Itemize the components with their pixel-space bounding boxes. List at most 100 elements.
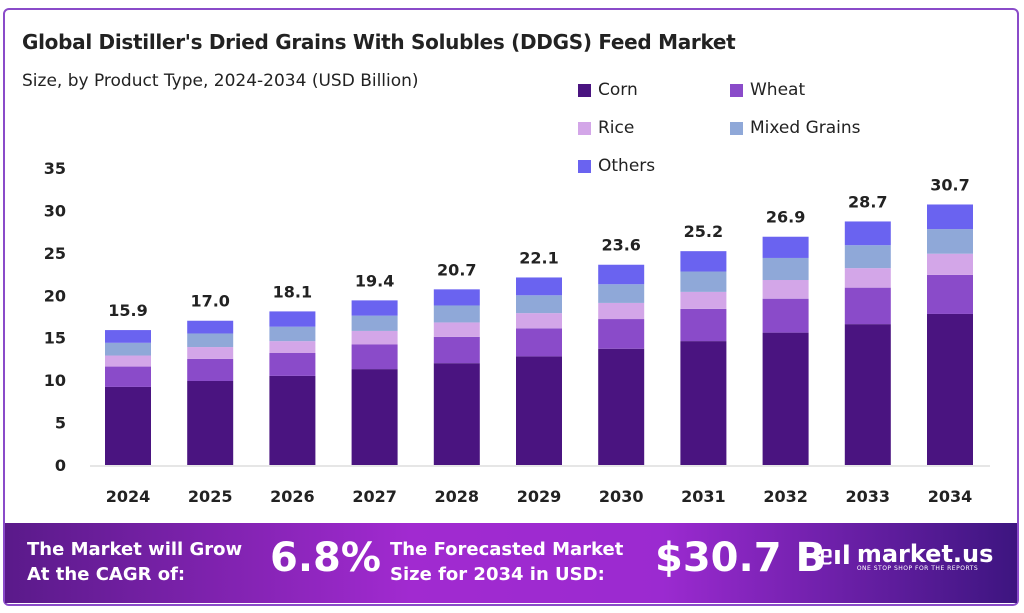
bar-segment-mixed-grains-2033 (844, 245, 891, 269)
summary-banner: The Market will Grow At the CAGR of: 6.8%… (5, 523, 1017, 603)
bar-segment-wheat-2031 (680, 308, 727, 342)
bar-segment-mixed-grains-2024 (105, 342, 151, 356)
x-tick-label: 2034 (928, 487, 973, 506)
bar-segment-corn-2032 (762, 332, 809, 465)
legend-label: Others (598, 156, 656, 176)
bar-segment-wheat-2030 (598, 319, 645, 349)
legend-label: Mixed Grains (750, 118, 861, 138)
bar-segment-rice-2034 (927, 253, 973, 275)
bar-segment-mixed-grains-2025 (187, 333, 234, 348)
total-label: 19.4 (355, 271, 394, 290)
legend-label: Corn (598, 80, 638, 100)
forecast-value: $30.7 B (655, 535, 826, 581)
bar-segment-wheat-2027 (351, 344, 398, 370)
bar-segment-corn-2029 (516, 356, 562, 465)
bar-segment-mixed-grains-2034 (927, 229, 973, 254)
x-tick-label: 2029 (517, 487, 562, 506)
bar-segment-wheat-2025 (187, 358, 234, 381)
legend-swatch (730, 83, 743, 97)
bar-segment-others-2028 (433, 289, 480, 306)
bar-segment-others-2029 (516, 277, 562, 296)
bar-segment-others-2024 (105, 330, 151, 343)
legend-swatch (578, 83, 591, 97)
bar-segment-corn-2026 (269, 375, 316, 465)
x-tick-label: 2027 (352, 487, 397, 506)
y-tick-label: 5 (55, 414, 66, 433)
y-tick-label: 25 (44, 244, 66, 263)
bar-segment-rice-2032 (762, 280, 809, 299)
legend-swatch (578, 159, 591, 173)
bar-segment-wheat-2028 (433, 336, 480, 364)
x-tick-label: 2033 (846, 487, 891, 506)
bar-segment-others-2033 (844, 221, 891, 246)
bar-segment-others-2034 (927, 204, 973, 230)
bar-segment-others-2025 (187, 320, 234, 334)
bar-segment-mixed-grains-2028 (433, 305, 480, 323)
x-tick-label: 2032 (763, 487, 808, 506)
logo-icon: ᥱıl (820, 540, 851, 571)
bar-segment-rice-2026 (269, 341, 316, 353)
bar-segment-rice-2033 (844, 268, 891, 288)
x-tick-label: 2028 (435, 487, 480, 506)
y-tick-label: 0 (55, 456, 66, 475)
y-tick-label: 10 (44, 371, 66, 390)
total-label: 23.6 (601, 236, 640, 255)
x-tick-label: 2025 (188, 487, 233, 506)
x-tick-label: 2031 (681, 487, 726, 506)
cagr-value: 6.8% (270, 535, 381, 581)
legend-label: Wheat (750, 80, 806, 100)
bar-segment-rice-2024 (105, 355, 151, 367)
bar-segment-corn-2031 (680, 341, 727, 465)
y-tick-label: 15 (44, 329, 66, 348)
bar-segment-rice-2029 (516, 313, 562, 329)
bar-segment-wheat-2026 (269, 352, 316, 376)
bar-segment-rice-2025 (187, 347, 234, 359)
chart-frame (3, 8, 1019, 606)
forecast-label: The Forecasted Market Size for 2034 in US… (390, 539, 624, 585)
bar-segment-corn-2033 (844, 324, 891, 465)
cagr-label: The Market will Grow At the CAGR of: (27, 539, 243, 585)
chart-title: Global Distiller's Dried Grains With Sol… (22, 30, 736, 54)
y-tick-label: 30 (44, 201, 66, 220)
legend-swatch (578, 121, 591, 135)
x-tick-label: 2026 (270, 487, 315, 506)
y-tick-label: 20 (44, 286, 66, 305)
x-tick-label: 2024 (106, 487, 151, 506)
total-label: 17.0 (190, 292, 229, 311)
bar-segment-corn-2025 (187, 380, 234, 465)
bar-segment-others-2027 (351, 300, 398, 316)
bar-segment-corn-2034 (927, 313, 973, 465)
chart-subtitle: Size, by Product Type, 2024-2034 (USD Bi… (22, 71, 419, 91)
legend-item-wheat: Wheat (730, 80, 805, 100)
bar-segment-wheat-2032 (762, 298, 809, 333)
bar-segment-rice-2030 (598, 302, 645, 320)
market-us-logo: ᥱıl market.us ONE STOP SHOP FOR THE REPOR… (820, 540, 994, 572)
bar-segment-others-2031 (680, 251, 727, 272)
bar-segment-others-2030 (598, 264, 645, 285)
legend-item-others: Others (578, 156, 655, 176)
bar-segment-rice-2028 (433, 322, 480, 337)
bar-segment-wheat-2034 (927, 274, 973, 314)
bar-segment-mixed-grains-2030 (598, 284, 645, 303)
total-label: 26.9 (766, 208, 805, 227)
legend-item-mixed-grains: Mixed Grains (730, 118, 861, 138)
legend-item-corn: Corn (578, 80, 638, 100)
bar-segment-rice-2031 (680, 291, 727, 309)
bar-segment-mixed-grains-2032 (762, 257, 809, 281)
bar-segment-mixed-grains-2031 (680, 271, 727, 292)
total-label: 15.9 (108, 301, 147, 320)
bar-segment-corn-2027 (351, 369, 398, 465)
bar-segment-corn-2028 (433, 363, 480, 465)
bar-segment-rice-2027 (351, 330, 398, 345)
legend-label: Rice (598, 118, 635, 138)
bar-segment-others-2032 (762, 236, 809, 258)
bar-segment-mixed-grains-2029 (516, 295, 562, 314)
bar-segment-others-2026 (269, 311, 316, 327)
y-tick-label: 35 (44, 159, 66, 178)
bar-segment-mixed-grains-2027 (351, 315, 398, 331)
total-label: 20.7 (437, 260, 476, 279)
bar-segment-wheat-2029 (516, 328, 562, 357)
stacked-bar-chart: 0510152025303515.9202417.0202518.1202619… (44, 159, 990, 506)
total-label: 25.2 (684, 222, 723, 241)
bar-segment-mixed-grains-2026 (269, 326, 316, 342)
